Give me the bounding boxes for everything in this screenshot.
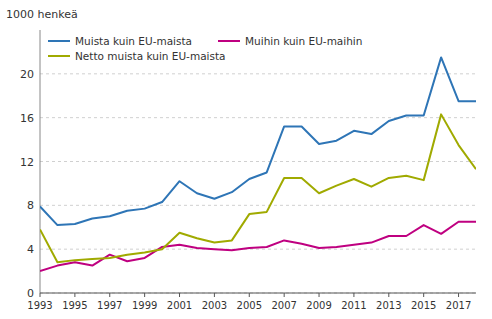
legend-swatch — [218, 40, 240, 42]
grid-line — [40, 161, 476, 162]
x-tick-label: 1997 — [97, 300, 122, 311]
x-axis-line — [40, 293, 476, 294]
legend-swatch — [48, 55, 70, 57]
x-tick — [353, 293, 354, 297]
y-tick-label: 20 — [20, 68, 34, 81]
grid-line — [40, 73, 476, 74]
x-tick-label: 1993 — [27, 300, 52, 311]
x-tick-label: 2003 — [202, 300, 227, 311]
y-tick-label: 12 — [20, 156, 34, 169]
x-tick — [40, 293, 41, 297]
plot-area — [40, 57, 476, 271]
y-tick-label: 16 — [20, 112, 34, 125]
x-tick-label: 2015 — [411, 300, 436, 311]
x-tick-label: 2011 — [341, 300, 366, 311]
x-tick — [423, 293, 424, 297]
x-tick-label: 1999 — [132, 300, 157, 311]
y-tick-label: 4 — [27, 243, 34, 256]
grid-line — [40, 293, 476, 294]
x-tick — [388, 293, 389, 297]
grid-line — [40, 249, 476, 250]
x-tick — [458, 293, 459, 297]
grid-line — [40, 117, 476, 118]
x-tick-label: 2009 — [306, 300, 331, 311]
x-tick-label: 2001 — [167, 300, 192, 311]
chart: 0 4 8 12 16 20 1993 1995 1997 1999 2001 2003 2005 200… — [0, 0, 492, 319]
y-axis-label: 1000 henkeä — [6, 8, 78, 21]
x-tick — [214, 293, 215, 297]
legend-label: Muihin kuin EU-maihin — [245, 35, 362, 47]
legend-swatch — [48, 40, 70, 42]
x-tick — [74, 293, 75, 297]
legend-label: Muista kuin EU-maista — [75, 35, 192, 47]
series-line — [40, 114, 476, 262]
x-tick — [144, 293, 145, 297]
legend: Muista kuin EU-maista Muihin kuin EU-maih… — [48, 35, 362, 62]
y-tick-label: 8 — [27, 199, 34, 212]
x-tick-label: 2013 — [376, 300, 401, 311]
x-tick-label: 2005 — [237, 300, 262, 311]
series-line — [40, 222, 476, 271]
x-tick-label: 2007 — [271, 300, 296, 311]
y-tick-label: 0 — [27, 287, 34, 300]
x-tick — [249, 293, 250, 297]
series-line — [40, 57, 476, 225]
x-tick — [319, 293, 320, 297]
grid-line — [40, 205, 476, 206]
x-tick — [109, 293, 110, 297]
x-tick-label: 1995 — [62, 300, 87, 311]
y-axis-line — [40, 30, 41, 293]
legend-label: Netto muista kuin EU-maista — [75, 50, 226, 62]
x-tick-label: 2017 — [446, 300, 471, 311]
x-tick — [284, 293, 285, 297]
x-tick — [179, 293, 180, 297]
